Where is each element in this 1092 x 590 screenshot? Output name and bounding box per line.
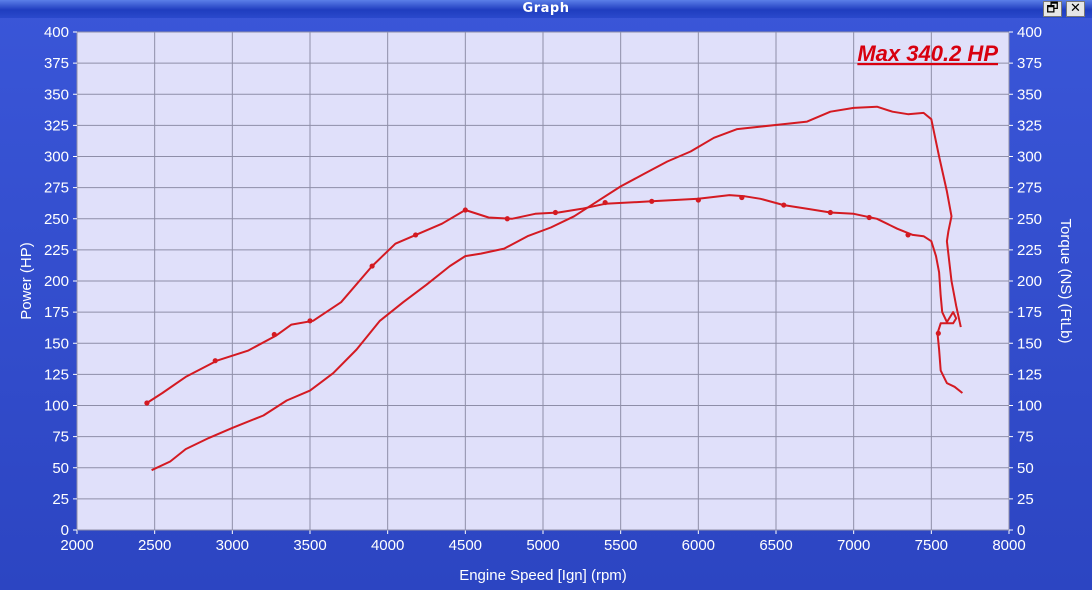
x-tick-label: 2500 [138, 537, 171, 554]
x-tick-label: 4500 [449, 537, 482, 554]
series-lines [146, 105, 964, 472]
series-markers [144, 194, 941, 406]
y-tick-label-left: 125 [44, 366, 69, 383]
max-power-annotation: Max 340.2 HP [857, 41, 998, 66]
y-tick-label-left: 150 [44, 335, 69, 352]
torque-marker [827, 209, 833, 216]
y-tick-label-left: 225 [44, 242, 69, 259]
torque-marker [212, 358, 218, 364]
grid [73, 31, 1013, 534]
torque-marker [413, 232, 419, 238]
x-tick-label: 7000 [837, 537, 870, 554]
y-tick-label-left: 50 [52, 460, 69, 477]
y-tick-label-left: 25 [52, 491, 69, 508]
torque-marker [781, 202, 787, 208]
torque-marker [935, 330, 941, 336]
y-tick-label-left: 175 [44, 304, 69, 321]
y-tick-label-right: 300 [1017, 149, 1042, 166]
y-tick-label-right: 0 [1017, 522, 1025, 539]
power-curve [151, 105, 962, 472]
y-tick-label-left: 75 [52, 429, 69, 446]
y-tick-label-left: 200 [44, 273, 69, 290]
x-tick-label: 4000 [371, 537, 404, 554]
torque-marker [307, 318, 313, 324]
y-tick-label-left: 325 [44, 117, 69, 134]
close-button[interactable]: ✕ [1066, 1, 1085, 17]
y-tick-label-right: 250 [1017, 211, 1042, 228]
torque-marker [695, 197, 701, 203]
y-tick-label-left: 100 [44, 398, 69, 415]
x-tick-label: 7500 [915, 537, 948, 554]
y-tick-label-right: 150 [1017, 335, 1042, 352]
y-tick-label-right: 200 [1017, 273, 1042, 290]
x-tick-label: 5000 [526, 537, 559, 554]
y-tick-label-right: 125 [1017, 366, 1042, 383]
torque-marker [462, 207, 468, 213]
window-title: Graph [522, 1, 570, 16]
y-tick-label-left: 250 [44, 211, 69, 228]
x-tick-label: 3500 [293, 537, 326, 554]
restore-button[interactable]: 🗗 [1043, 1, 1062, 17]
y-tick-label-left: 400 [44, 24, 69, 41]
y-tick-label-left: 0 [61, 522, 69, 539]
y-tick-label-right: 75 [1017, 429, 1034, 446]
x-tick-label: 5500 [604, 537, 637, 554]
y-tick-label-right: 375 [1017, 55, 1042, 72]
torque-marker [905, 232, 911, 238]
torque-marker [649, 198, 655, 204]
torque-marker [552, 209, 559, 216]
y-tick-label-left: 350 [44, 86, 69, 103]
y-tick-label-right: 350 [1017, 86, 1042, 103]
y-axis-label-left: Power (HP) [18, 242, 35, 320]
y-tick-label-right: 50 [1017, 460, 1034, 477]
y-tick-label-right: 25 [1017, 491, 1034, 508]
y-tick-label-right: 275 [1017, 180, 1042, 197]
title-bar[interactable]: Graph 🗗 ✕ [0, 0, 1092, 18]
x-axis-label: Engine Speed [Ign] (rpm) [459, 567, 627, 584]
torque-marker [369, 263, 375, 269]
torque-marker [144, 400, 150, 406]
tick-labels: 2000 2500 3000 3500 4000 4500 5000 5500 6000 6500… [44, 24, 1042, 554]
y-tick-label-right: 325 [1017, 117, 1042, 134]
torque-marker [602, 199, 608, 206]
torque-marker [866, 214, 872, 221]
torque-marker [504, 216, 510, 222]
y-tick-label-right: 100 [1017, 398, 1042, 415]
y-tick-label-left: 375 [44, 55, 69, 72]
y-tick-label-right: 175 [1017, 304, 1042, 321]
y-tick-label-left: 300 [44, 149, 69, 166]
y-tick-label-right: 400 [1017, 24, 1042, 41]
x-tick-label: 8000 [992, 537, 1025, 554]
x-tick-label: 3000 [216, 537, 249, 554]
y-axis-label-right: Torque (NS) (FtLb) [1057, 218, 1074, 343]
x-tick-label: 6000 [682, 537, 715, 554]
x-tick-label: 6500 [759, 537, 792, 554]
torque-marker [739, 194, 745, 201]
torque-curve [146, 194, 964, 404]
x-tick-label: 2000 [60, 537, 93, 554]
y-tick-label-left: 275 [44, 180, 69, 197]
torque-marker [271, 331, 277, 338]
y-tick-label-right: 225 [1017, 242, 1042, 259]
